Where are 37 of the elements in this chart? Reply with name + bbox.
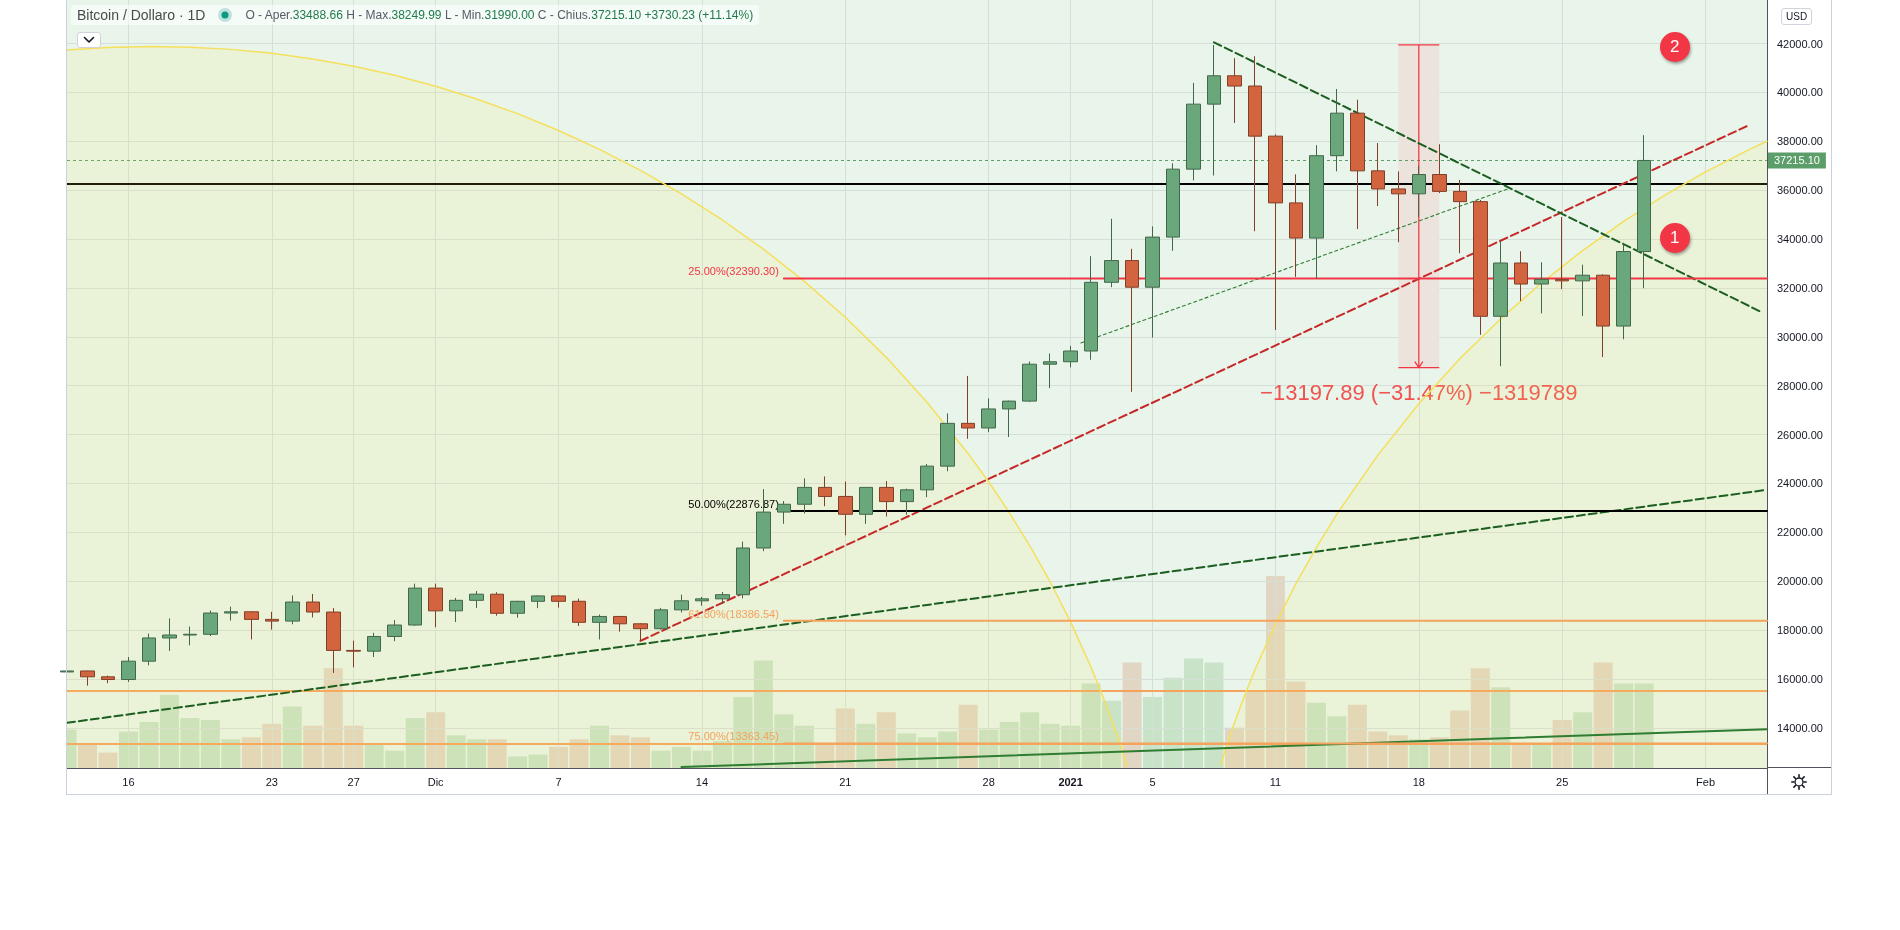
text: O - Aper.33488.66 H - Max.38249.99 L - Min.31990.00 C - Chius.37215.10 +3730.23 (+11.14%): [245, 8, 754, 22]
x-tick-label: 16: [122, 775, 135, 788]
x-tick-label: 27: [347, 775, 360, 788]
y-tick-label: 34000.00: [1777, 233, 1823, 246]
y-tick-label: 28000.00: [1777, 379, 1823, 392]
y-tick-label: 38000.00: [1777, 135, 1823, 148]
x-tick-label: 28: [982, 775, 995, 788]
y-tick-label: 36000.00: [1777, 184, 1823, 197]
series-label: 75.00%(13363.45): [688, 730, 779, 743]
text: Bitcoin / Dollaro · 1D: [77, 7, 206, 23]
ref-line-label: 37215.10: [1774, 154, 1820, 167]
y-tick-label: 20000.00: [1777, 575, 1823, 588]
y-tick-label: 16000.00: [1777, 673, 1823, 686]
series-label: 25.00%(32390.30): [688, 265, 779, 278]
x-tick-label: 5: [1149, 775, 1156, 788]
y-tick-label: 32000.00: [1777, 281, 1823, 294]
x-tick-label: 7: [555, 775, 562, 788]
x-tick-label: 18: [1412, 775, 1425, 788]
x-tick-label: 25: [1556, 775, 1569, 788]
x-tick-label: Dic: [427, 775, 445, 788]
y-tick-label: 22000.00: [1777, 526, 1823, 539]
y-axis-title: USD: [1781, 8, 1813, 25]
x-tick-label: 2021: [1058, 775, 1083, 788]
x-tick-label: Feb: [1696, 775, 1716, 788]
y-tick-label: 40000.00: [1777, 86, 1823, 99]
y-tick-label: 42000.00: [1777, 37, 1823, 50]
y-tick-label: 30000.00: [1777, 330, 1823, 343]
x-tick-label: 11: [1269, 775, 1282, 788]
y-tick-label: 26000.00: [1777, 428, 1823, 441]
annotation: 2: [1659, 31, 1690, 62]
x-tick-label: 21: [839, 775, 852, 788]
y-tick-label: 24000.00: [1777, 477, 1823, 490]
y-tick-label: 18000.00: [1777, 624, 1823, 637]
x-tick-label: 14: [695, 775, 709, 788]
y-tick-label: 14000.00: [1777, 721, 1823, 734]
x-tick-label: 23: [265, 775, 278, 788]
annotation: 1: [1659, 222, 1690, 253]
